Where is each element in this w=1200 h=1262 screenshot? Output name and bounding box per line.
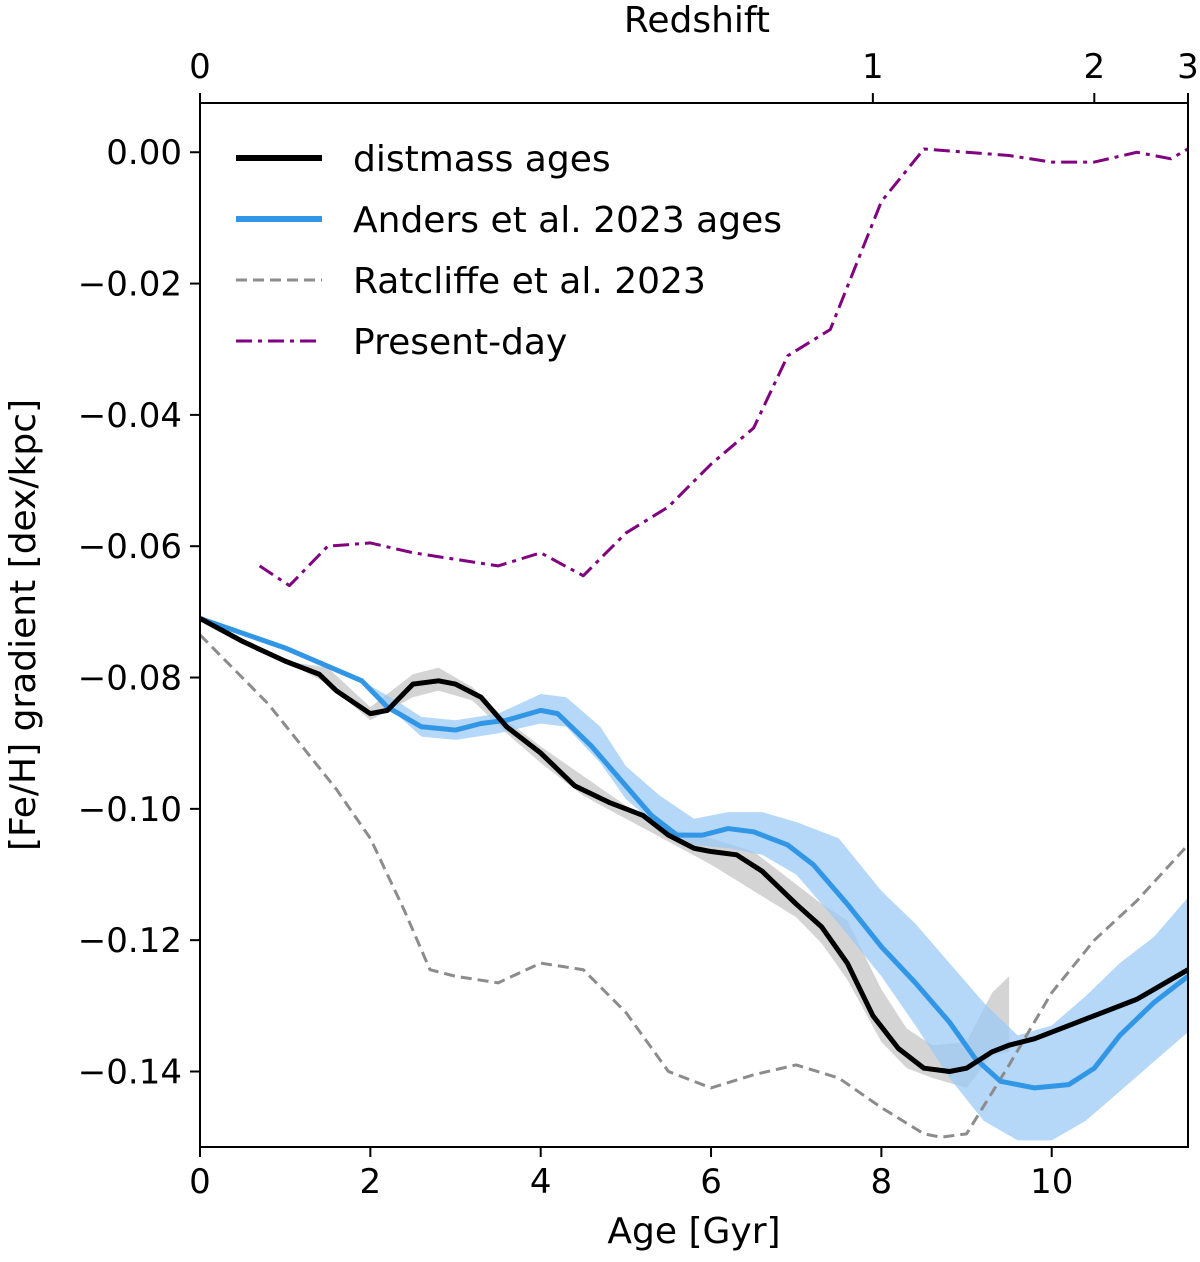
line-distmass-ages [198,616,1190,1074]
y-tick-label: 0.00 [106,133,182,173]
x-tick-label: 4 [530,1162,552,1202]
y-tick-label: −0.02 [78,265,182,305]
y-tick-label: −0.08 [78,659,182,699]
legend-label: distmass ages [353,139,611,180]
x-tick-label: 6 [700,1162,722,1202]
band-distmass-ages [200,618,1010,1088]
line-present-day [258,147,1189,588]
top-axis-label: Redshift [624,0,770,41]
x-tick-label: 2 [360,1162,382,1202]
top-tick-label: 1 [862,47,884,87]
top-tick-label: 2 [1083,47,1105,87]
top-tick-label: 0 [189,47,211,87]
data-lines [198,147,1190,1139]
legend-label: Ratcliffe et al. 2023 [353,261,706,302]
x-tick-label: 10 [1030,1162,1073,1202]
y-tick-label: −0.06 [78,527,182,567]
y-tick-label: −0.10 [78,790,182,830]
top-tick-label: 3 [1177,47,1199,87]
y-tick-label: −0.12 [78,921,182,961]
x-tick-label: 0 [189,1162,211,1202]
axis-ticks: 0 2 4 6 8 100.00−0.02−0.04−0.06−0.08−0.10−0.1… [78,47,1199,1202]
line-anders-et-al-2023-ages [199,616,1190,1091]
y-axis-label: [Fe/H] gradient [dex/kpc] [3,399,44,851]
y-tick-label: −0.14 [78,1052,182,1092]
x-axis-label: Age [Gyr] [607,1211,780,1252]
x-tick-label: 8 [871,1162,893,1202]
legend-label: Present-day [353,322,567,363]
legend: distmass ages Anders et al. 2023 ages Ratc… [236,139,782,363]
legend-label: Anders et al. 2023 ages [353,200,782,241]
plot-frame [199,102,1189,1148]
y-tick-label: −0.04 [78,396,182,436]
line-ratcliffe-et-al-2023 [198,633,1190,1139]
